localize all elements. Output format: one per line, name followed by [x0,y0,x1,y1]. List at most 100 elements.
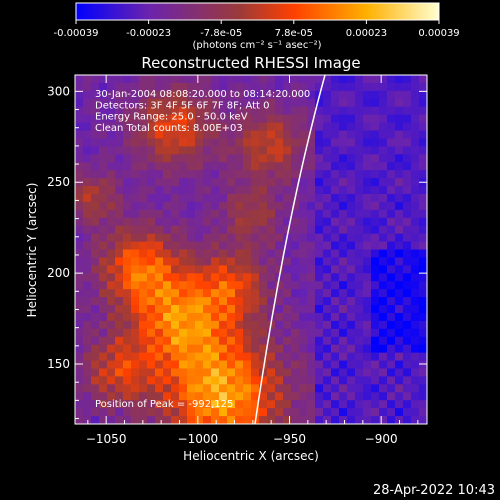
heatmap-cell [171,90,180,100]
heatmap-cell [187,138,196,147]
heatmap-cell [419,336,427,346]
heatmap-cell [171,320,180,330]
heatmap-cell [275,416,284,424]
heatmap-cell [291,130,300,140]
heatmap-cell [339,368,348,378]
heatmap-cell [339,392,348,401]
heatmap-cell [227,289,236,298]
heatmap-cell [187,209,196,219]
heatmap-cell [315,170,324,179]
heatmap-cell [259,233,268,243]
heatmap-cell [179,98,188,108]
heatmap-cell [243,146,252,155]
heatmap-cell [99,241,108,251]
heatmap-cell [259,186,268,195]
heatmap-cell [275,249,284,259]
heatmap-cell [147,384,156,393]
heatmap-cell [315,257,324,266]
heatmap-cell [147,193,156,203]
heatmap-cell [371,416,380,424]
heatmap-cell [91,233,100,243]
heatmap-cell [283,376,292,385]
heatmap-cell [251,217,260,227]
heatmap-cell [107,328,116,338]
heatmap-cell [243,178,252,187]
heatmap-cell [371,90,380,100]
heatmap-cell [283,344,292,354]
heatmap-cell [291,249,300,259]
heatmap-cell [259,416,268,424]
heatmap-cell [283,320,292,330]
heatmap-cell [283,186,292,195]
heatmap-cell [99,217,108,227]
heatmap-cell [155,408,164,417]
heatmap-cell [299,328,308,338]
heatmap-cell [259,162,268,171]
heatmap-cell [411,225,420,235]
heatmap-cell [259,114,268,124]
heatmap-cell [211,138,220,147]
heatmap-cell [355,114,364,124]
heatmap-cell [283,138,292,147]
heatmap-cell [419,114,427,124]
heatmap-cell [115,257,124,266]
heatmap-cell [275,376,284,385]
y-tick-label: 250 [47,175,70,189]
heatmap-cell [187,408,196,417]
heatmap-cell [395,376,404,385]
heatmap-cell [91,90,100,100]
heatmap-cell [91,376,100,385]
heatmap-cell [291,106,300,116]
heatmap-cell [387,186,396,195]
heatmap-cell [83,162,92,171]
heatmap-cell [403,233,412,243]
heatmap-cell [91,416,100,424]
heatmap-cell [187,130,196,140]
heatmap-cell [347,225,356,235]
heatmap-cell [123,384,132,393]
heatmap-cell [251,249,260,259]
peak-label: Position of Peak = -992,125 [95,399,233,410]
heatmap-cell [307,320,316,330]
heatmap-cell [83,416,92,424]
heatmap-cell [235,217,244,227]
heatmap-cell [99,384,108,393]
heatmap-cell [347,98,356,108]
heatmap-cell [91,162,100,171]
heatmap-cell [219,186,228,195]
heatmap-cell [91,146,100,155]
heatmap-cell [147,82,156,92]
heatmap-cell [187,416,196,424]
heatmap-cell [179,281,188,290]
heatmap-cell [331,416,340,424]
heatmap-cell [315,376,324,385]
heatmap-cell [283,162,292,171]
heatmap-cell [75,281,84,290]
heatmap-cell [267,146,276,155]
heatmap-cell [179,416,188,424]
heatmap-cell [307,193,316,203]
chart-title: Reconstructed RHESSI Image [141,54,360,72]
heatmap-cell [371,328,380,338]
heatmap-cell [267,249,276,259]
heatmap-cell [347,289,356,298]
heatmap-cell [251,241,260,251]
heatmap-cell [323,98,332,108]
heatmap-cell [275,392,284,401]
heatmap-cell [195,360,204,370]
heatmap-cell [371,106,380,116]
heatmap-cell [219,138,228,147]
heatmap-cell [307,75,316,84]
heatmap-cell [363,154,372,163]
heatmap-cell [243,344,252,354]
heatmap-cell [75,233,84,243]
heatmap-cell [363,265,372,274]
heatmap-cell [107,178,116,187]
heatmap-cell [251,130,260,140]
heatmap-cell [235,90,244,100]
heatmap-cell [379,392,388,401]
heatmap-cell [251,178,260,187]
heatmap-cell [275,312,284,322]
heatmap-cell [99,289,108,298]
heatmap-cell [299,217,308,227]
